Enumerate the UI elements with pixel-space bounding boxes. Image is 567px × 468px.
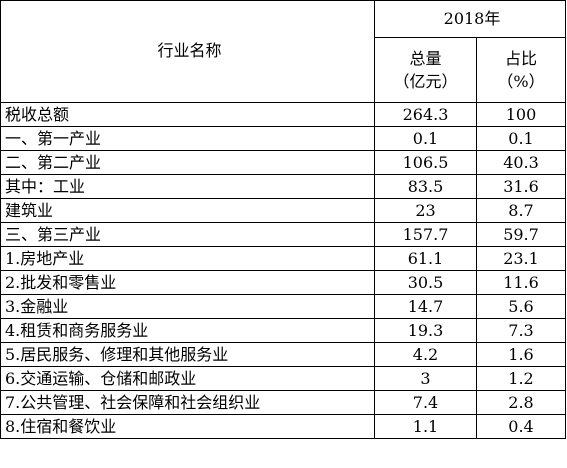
share-value: 11.6 [475,270,567,295]
total-value: 106.5 [374,150,477,175]
table-row: 其中：工业 83.5 31.6 [0,174,567,199]
table-row: 5.居民服务、修理和其他服务业 4.2 1.6 [0,342,567,367]
share-value: 8.7 [475,198,567,223]
industry-name: 6.交通运输、仓储和邮政业 [0,366,375,391]
industry-name: 5.居民服务、修理和其他服务业 [0,342,375,367]
total-value: 19.3 [374,318,477,343]
header-row-year: 行业名称 2018年 [0,0,567,103]
share-value: 5.6 [475,294,567,319]
header-share-unit: （%） [497,72,545,91]
industry-name: 二、第二产业 [0,150,375,175]
total-value: 30.5 [374,270,477,295]
table-row: 1.房地产业 61.1 23.1 [0,246,567,271]
header-industry-name: 行业名称 [0,0,375,103]
header-year: 2018年 [373,0,567,38]
table-row: 一、第一产业 0.1 0.1 [0,126,567,151]
table-row: 建筑业 23 8.7 [0,198,567,223]
table-row: 7.公共管理、社会保障和社会组织业 7.4 2.8 [0,390,567,415]
total-value: 157.7 [374,222,477,247]
header-total: 总量 （亿元） [374,37,477,103]
industry-name: 建筑业 [0,198,375,223]
total-value: 83.5 [374,174,477,199]
header-row-columns: 总量 （亿元） 占比 （%） [1,37,567,103]
industry-name: 1.房地产业 [0,246,375,271]
table-row: 4.租赁和商务服务业 19.3 7.3 [0,318,567,343]
share-value: 0.1 [475,126,567,151]
industry-name: 三、第三产业 [0,222,375,247]
industry-name: 一、第一产业 [0,126,375,151]
table-row: 8.住宿和餐饮业 1.1 0.4 [0,414,567,439]
table-row: 2.批发和零售业 30.5 11.6 [0,270,567,295]
total-value: 264.3 [374,102,477,127]
total-value: 7.4 [374,390,477,415]
share-value: 23.1 [475,246,567,271]
share-value: 59.7 [475,222,567,247]
total-value: 61.1 [374,246,477,271]
total-value: 3 [374,366,477,391]
total-value: 1.1 [374,414,477,439]
share-value: 7.3 [475,318,567,343]
total-value: 23 [374,198,477,223]
table-row: 3.金融业 14.7 5.6 [0,294,567,319]
header-share: 占比 （%） [475,37,567,103]
share-value: 40.3 [475,150,567,175]
industry-name: 3.金融业 [0,294,375,319]
total-value: 4.2 [374,342,477,367]
table-row: 二、第二产业 106.5 40.3 [0,150,567,175]
table-row: 三、第三产业 157.7 59.7 [0,222,567,247]
header-total-label: 总量 [409,48,442,68]
industry-name: 4.租赁和商务服务业 [0,318,375,343]
industry-name: 2.批发和零售业 [0,270,375,295]
share-value: 1.6 [475,342,567,367]
industry-name: 税收总额 [0,102,375,127]
share-value: 0.4 [475,414,567,439]
header-share-label: 占比 [505,48,538,68]
header-total-unit: （亿元） [393,72,458,91]
industry-name: 8.住宿和餐饮业 [0,414,375,439]
share-value: 100 [475,102,567,127]
table-row: 6.交通运输、仓储和邮政业 3 1.2 [0,366,567,391]
total-value: 14.7 [374,294,477,319]
tax-by-industry-table: 行业名称 2018年 总量 （亿元） 占比 （%） 税收总额 264.3 100… [0,0,567,439]
share-value: 1.2 [475,366,567,391]
industry-name: 7.公共管理、社会保障和社会组织业 [0,390,375,415]
share-value: 2.8 [475,390,567,415]
industry-name: 其中：工业 [0,174,375,199]
total-value: 0.1 [374,126,477,151]
table-row: 税收总额 264.3 100 [0,102,567,127]
share-value: 31.6 [475,174,567,199]
